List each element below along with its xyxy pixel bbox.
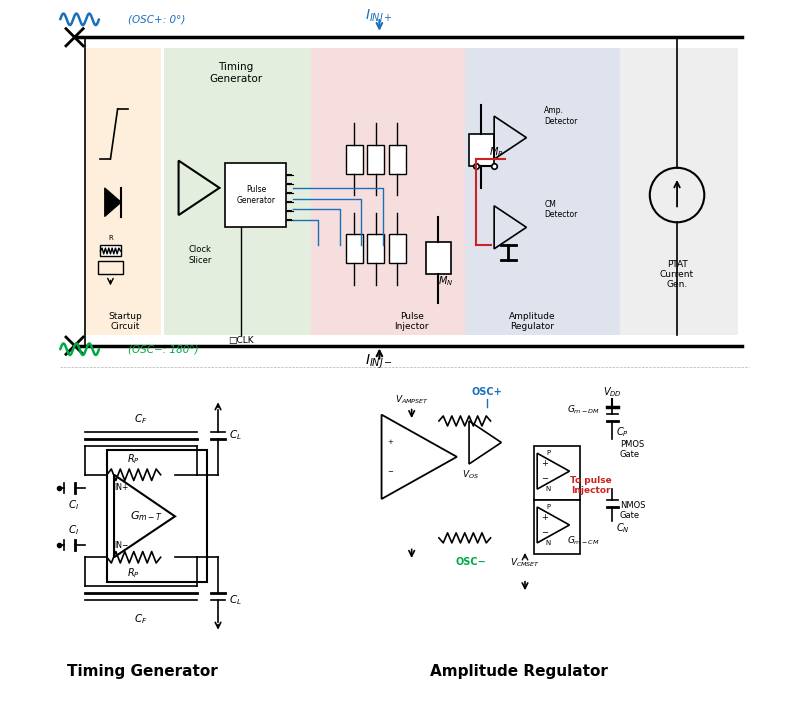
Text: $V_{DD}$: $V_{DD}$ [603,385,622,399]
FancyBboxPatch shape [85,48,161,335]
Text: Pulse
Generator: Pulse Generator [236,185,276,204]
FancyBboxPatch shape [426,242,451,274]
Text: $C_N$: $C_N$ [616,522,629,536]
Text: $C_P$: $C_P$ [616,425,629,438]
Text: N: N [545,486,551,492]
Text: Startup
Circuit: Startup Circuit [108,312,142,331]
FancyBboxPatch shape [367,235,384,264]
Text: OSC+: OSC+ [472,387,502,397]
FancyBboxPatch shape [100,246,121,256]
Text: $I_{INJ-}$: $I_{INJ-}$ [366,352,393,371]
Text: $V_{OS}$: $V_{OS}$ [462,469,479,481]
FancyBboxPatch shape [225,163,286,228]
Text: $G_{m-DM}$: $G_{m-DM}$ [566,404,599,416]
FancyBboxPatch shape [311,48,465,335]
FancyBboxPatch shape [388,145,406,174]
Text: (OSC−: 180°): (OSC−: 180°) [129,344,199,354]
Text: P: P [546,504,550,510]
Text: −: − [541,528,548,536]
Text: OSC−: OSC− [455,557,486,567]
Text: To pulse
Injector: To pulse Injector [570,476,612,495]
FancyBboxPatch shape [534,446,580,500]
Text: +: + [541,459,548,469]
Text: −: − [388,469,393,475]
Text: −: − [541,474,548,483]
Text: $I_{INJ+}$: $I_{INJ+}$ [366,8,393,27]
Text: IN+: IN+ [114,483,129,492]
FancyBboxPatch shape [620,48,738,335]
Text: $C_F$: $C_F$ [133,412,147,426]
Text: $V_{AMPSET}$: $V_{AMPSET}$ [395,393,429,405]
FancyBboxPatch shape [388,235,406,264]
Text: P: P [546,450,550,456]
Text: N: N [545,540,551,546]
Text: PTAT
Current
Gen.: PTAT Current Gen. [660,260,694,289]
Text: PMOS
Gate: PMOS Gate [620,440,644,459]
Text: $V_{CMSET}$: $V_{CMSET}$ [510,556,540,569]
Text: +: + [388,438,393,445]
FancyBboxPatch shape [164,48,311,335]
FancyBboxPatch shape [465,48,620,335]
FancyBboxPatch shape [367,145,384,174]
FancyBboxPatch shape [107,450,207,582]
Text: Clock
Slicer: Clock Slicer [188,246,212,265]
Text: $R_P$: $R_P$ [127,566,140,580]
Polygon shape [104,188,121,217]
Text: Timing
Generator: Timing Generator [210,63,262,84]
Text: (OSC+: 0°): (OSC+: 0°) [129,14,186,24]
Text: $R_P$: $R_P$ [127,452,140,466]
Text: IN−: IN− [114,541,129,549]
FancyBboxPatch shape [534,500,580,554]
Text: $M_P$: $M_P$ [489,145,504,159]
FancyBboxPatch shape [345,235,363,264]
Text: $C_I$: $C_I$ [68,498,78,512]
Text: $M_N$: $M_N$ [438,274,454,288]
Text: R: R [108,235,112,241]
Text: $C_L$: $C_L$ [229,428,242,442]
Text: $C_I$: $C_I$ [68,523,78,537]
Text: +: + [541,513,548,522]
Text: $C_F$: $C_F$ [133,613,147,626]
Text: Amplitude
Regulator: Amplitude Regulator [509,312,556,331]
FancyBboxPatch shape [345,145,363,174]
Text: Amplitude Regulator: Amplitude Regulator [430,665,608,680]
Polygon shape [382,415,457,499]
Text: $G_{m-CM}$: $G_{m-CM}$ [566,534,599,547]
Text: Timing Generator: Timing Generator [67,665,218,680]
Text: NMOS
Gate: NMOS Gate [620,501,645,521]
FancyBboxPatch shape [469,134,494,166]
Text: Amp.
Detector: Amp. Detector [544,107,578,126]
Text: Pulse
Injector: Pulse Injector [395,312,429,331]
Text: CM
Detector: CM Detector [544,199,578,219]
Text: □CLK: □CLK [228,336,254,345]
Text: $G_{m-T}$: $G_{m-T}$ [129,510,163,523]
Text: $C_L$: $C_L$ [229,593,242,607]
